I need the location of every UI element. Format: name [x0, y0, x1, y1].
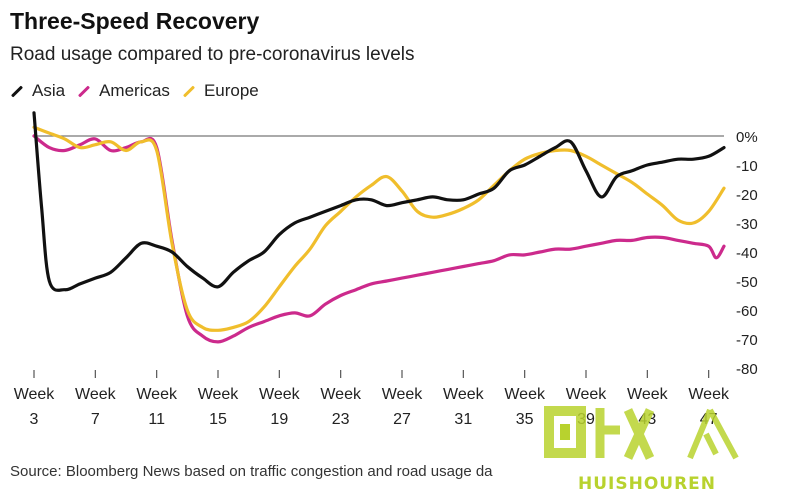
line-chart: 0% -10 -20 -30 -40 -50 -60 -70 -80 Week 3 Week 7 Week…	[14, 111, 758, 428]
legend-item-asia: Asia	[10, 81, 65, 101]
source-note: Source: Bloomberg News based on traffic …	[10, 463, 493, 480]
y-tick-label: -10	[736, 158, 758, 175]
x-tick-label-number: 11	[148, 411, 165, 428]
x-tick-label-number: 7	[91, 411, 100, 428]
series-line-americas	[32, 134, 726, 344]
x-tick-label-week: Week	[443, 386, 485, 403]
legend-label-americas: Americas	[99, 81, 170, 100]
y-tick-label: 0%	[736, 129, 758, 146]
watermark-text: HUISHOUREN	[578, 474, 717, 494]
legend-label-europe: Europe	[203, 81, 259, 100]
x-tick-label-number: 23	[332, 411, 350, 428]
legend-label-asia: Asia	[32, 81, 66, 100]
legend: Asia Americas Europe	[10, 80, 271, 102]
y-tick-label: -60	[736, 303, 758, 320]
x-tick-label-number: 27	[393, 411, 411, 428]
y-tick-label: -80	[736, 361, 758, 378]
x-tick-label-week: Week	[75, 386, 117, 403]
x-tick-label-week: Week	[198, 386, 240, 403]
watermark-logo	[544, 406, 739, 460]
x-tick-label-number: 31	[454, 411, 472, 428]
x-tick-label-number: 15	[209, 411, 227, 428]
series-line-asia	[32, 111, 726, 292]
x-tick-label-week: Week	[320, 386, 362, 403]
legend-item-europe: Europe	[182, 81, 259, 101]
x-tick-label-number: 35	[516, 411, 534, 428]
x-tick-label-week: Week	[504, 386, 546, 403]
x-tick-label-week: Week	[14, 386, 56, 403]
x-tick-label-number: 19	[270, 411, 288, 428]
y-tick-label: -70	[736, 332, 758, 349]
legend-item-americas: Americas	[77, 81, 170, 101]
y-tick-label: -40	[736, 245, 758, 262]
y-tick-label: -20	[736, 187, 758, 204]
x-tick-label-week: Week	[688, 386, 730, 403]
x-tick-label-week: Week	[566, 386, 608, 403]
x-tick-label-number: 3	[30, 411, 39, 428]
chart-title: Three-Speed Recovery	[10, 8, 260, 34]
series-line-europe	[32, 125, 726, 332]
x-tick-label-week: Week	[382, 386, 424, 403]
y-tick-label: -50	[736, 274, 758, 291]
chart-subtitle: Road usage compared to pre-coronavirus l…	[10, 44, 415, 65]
x-tick-label-week: Week	[259, 386, 301, 403]
x-tick-label-week: Week	[627, 386, 669, 403]
x-tick-label-week: Week	[136, 386, 178, 403]
y-tick-label: -30	[736, 216, 758, 233]
